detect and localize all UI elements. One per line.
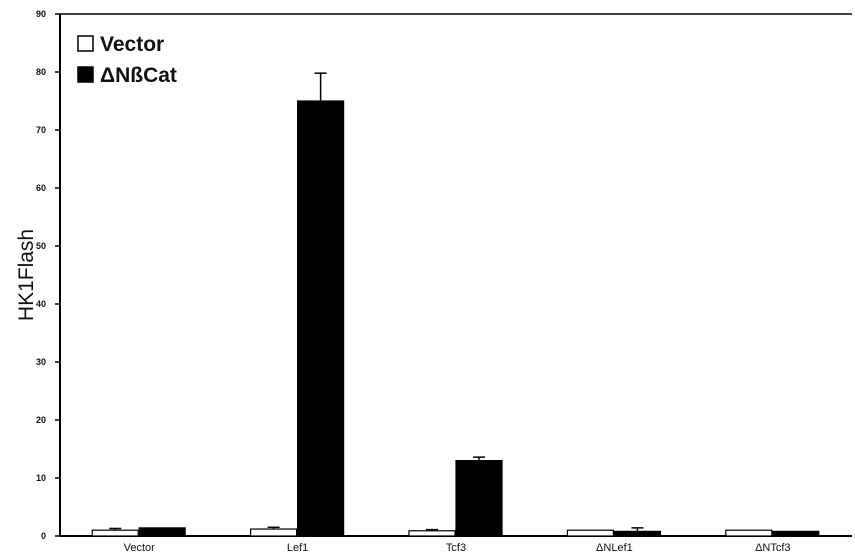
plot-frame <box>59 13 852 537</box>
legend-swatch-vector <box>77 35 94 52</box>
x-tick-label: ΔNLef1 <box>596 542 633 554</box>
x-tick-label: Tcf3 <box>446 542 466 554</box>
legend: Vector ΔNßCat <box>77 33 177 87</box>
bar-deltanbcat <box>613 530 662 537</box>
y-tick-label: 90 <box>36 9 46 19</box>
x-tick-label: Vector <box>124 542 156 554</box>
bars-group <box>91 100 820 537</box>
y-tick-label: 60 <box>36 183 46 193</box>
bar-vector <box>250 528 298 537</box>
bar-vector <box>725 529 773 537</box>
y-tick-label: 40 <box>36 299 46 309</box>
y-tick-label: 20 <box>36 415 46 425</box>
bar-vector <box>91 529 139 537</box>
y-tick-label: 0 <box>41 531 46 541</box>
legend-label-vector: Vector <box>100 33 164 56</box>
bar-deltanbcat <box>455 460 503 537</box>
x-axis-tick-labels: Vector Lef1 Tcf3 ΔNLef1 ΔNTcf3 <box>124 542 791 554</box>
bar-vector <box>566 529 615 537</box>
x-tick-label: ΔNTcf3 <box>755 542 790 554</box>
y-axis-label: HK1Flash <box>15 229 38 321</box>
y-tick-label: 70 <box>36 125 46 135</box>
y-tick-label: 30 <box>36 357 46 367</box>
y-tick-label: 50 <box>36 241 46 251</box>
bar-vector <box>408 530 456 537</box>
y-tick-label: 80 <box>36 67 46 77</box>
bar-deltanbcat <box>297 100 345 537</box>
y-tick-label: 10 <box>36 473 46 483</box>
bar-deltanbcat <box>772 530 820 537</box>
x-tick-label: Lef1 <box>287 542 308 554</box>
legend-swatch-deltanbcat <box>77 66 94 83</box>
y-axis-ticks: 0 10 20 30 40 50 60 70 80 90 <box>36 9 60 541</box>
error-bars-group <box>109 72 644 532</box>
legend-label-deltanbcat: ΔNßCat <box>100 64 177 87</box>
bar-deltanbcat <box>138 527 186 537</box>
